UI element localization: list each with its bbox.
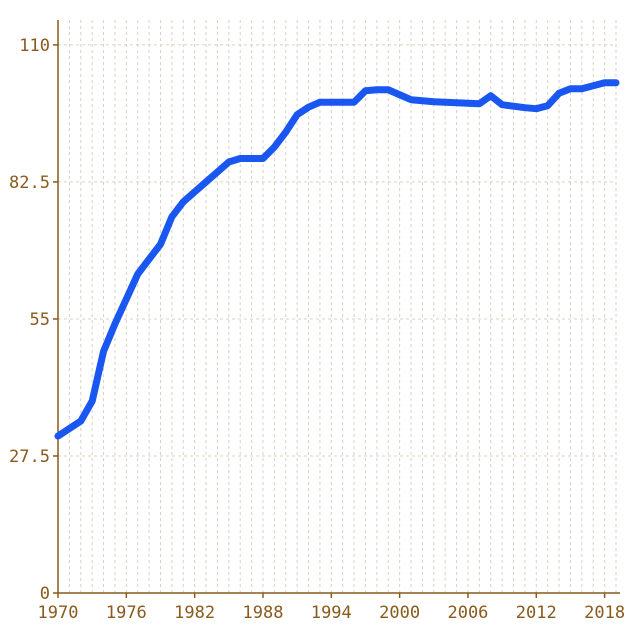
x-tick-label: 2000	[379, 603, 420, 623]
y-tick-label: 110	[19, 36, 50, 56]
x-tick-label: 1982	[174, 603, 215, 623]
series-line	[54, 79, 620, 440]
x-tick-label: 1988	[243, 603, 284, 623]
x-tick-label: 1970	[38, 603, 79, 623]
y-tick-label: 0	[40, 584, 50, 604]
axes	[57, 20, 620, 594]
x-tick-label: 2006	[447, 603, 488, 623]
x-tick-label: 2018	[584, 603, 625, 623]
grid	[58, 20, 617, 593]
x-tick-label: 2012	[516, 603, 557, 623]
y-tick-label: 55	[30, 310, 50, 330]
ticks: 0 27.5 55 82.5 110 1970 1976 1982 1988 1994 2000 20…	[9, 36, 625, 623]
x-tick-label: 1976	[106, 603, 147, 623]
x-tick-label: 1994	[311, 603, 352, 623]
series	[54, 79, 620, 440]
y-tick-label: 82.5	[9, 173, 50, 193]
y-tick-label: 27.5	[9, 447, 50, 467]
